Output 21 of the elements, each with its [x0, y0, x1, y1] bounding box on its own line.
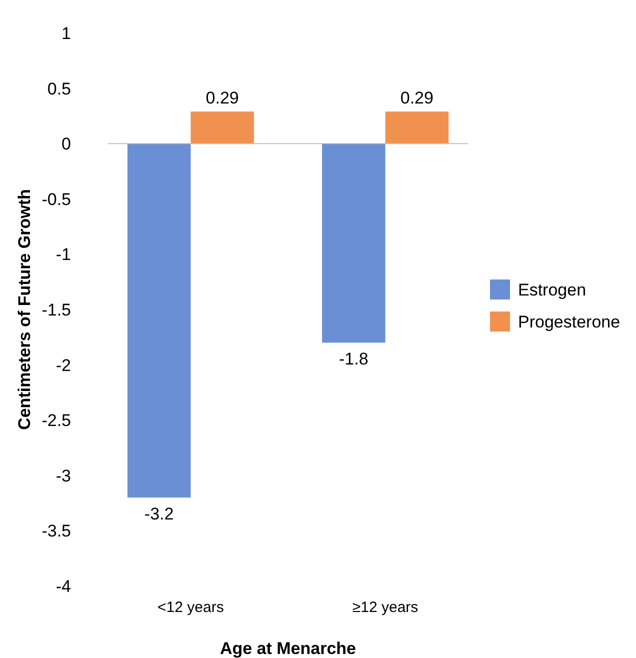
data-label: 0.29: [400, 88, 434, 108]
legend-label: Estrogen: [518, 280, 586, 300]
x-axis-title: Age at Menarche: [220, 639, 356, 658]
y-tick-label: 0.5: [47, 79, 71, 98]
legend-label: Progesterone: [518, 312, 620, 332]
data-label: 0.29: [206, 88, 239, 108]
y-tick-label: -3: [56, 466, 71, 486]
y-tick-label: 0: [62, 134, 71, 154]
data-label: -3.2: [144, 504, 174, 524]
y-tick-label: -2: [56, 356, 71, 375]
y-tick-label: -4: [56, 576, 71, 596]
y-tick-label: -1: [56, 245, 71, 264]
data-label: -1.8: [339, 350, 368, 369]
y-tick-label: -2.5: [42, 411, 71, 430]
y-axis-title: Centimeters of Future Growth: [15, 189, 34, 430]
y-tick-label: -0.5: [42, 190, 71, 209]
y-tick-label: 1: [62, 24, 71, 43]
y-tick-label: -3.5: [42, 522, 71, 541]
y-tick-label: -1.5: [42, 300, 71, 320]
x-tick-label: <12 years: [158, 599, 224, 616]
x-tick-label: ≥12 years: [352, 599, 418, 616]
